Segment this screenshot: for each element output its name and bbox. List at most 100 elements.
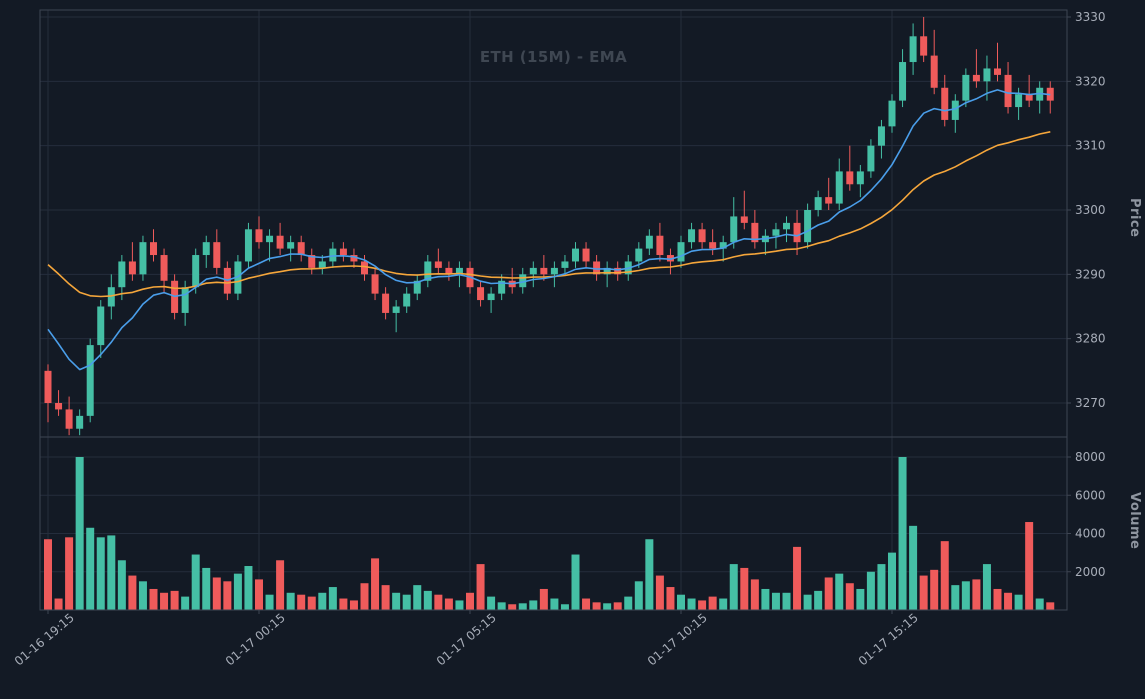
candle-body [455, 267, 463, 275]
volume-bar [919, 575, 928, 610]
volume-bar [909, 525, 918, 610]
volume-bar [603, 603, 612, 610]
candle-body [688, 229, 696, 243]
volume-bar [202, 567, 211, 610]
candle-body [561, 261, 569, 268]
price-tick-label: 3330 [1075, 10, 1106, 24]
candle-body [244, 229, 252, 262]
candle-body [487, 293, 495, 301]
pane-borders [39, 9, 1068, 611]
tick-marks [47, 16, 1071, 614]
volume-bar [170, 590, 179, 610]
price-tick-label: 3270 [1075, 396, 1106, 410]
candle-body [814, 197, 822, 210]
volume-bar [244, 566, 253, 610]
volume-bar [982, 564, 991, 610]
volume-bar [613, 602, 622, 610]
volume-bars [44, 457, 1055, 610]
candle-body [835, 171, 843, 204]
candle-body [118, 261, 126, 288]
volume-bar [814, 590, 823, 610]
volume-bar [75, 457, 84, 610]
candle-body [1025, 94, 1033, 101]
volume-bar [328, 587, 337, 610]
volume-bar [761, 588, 770, 610]
volume-bar [666, 587, 675, 610]
volume-bar [835, 573, 844, 610]
volume-bar [708, 596, 717, 610]
time-tick-label: 01-17 10:15 [645, 611, 710, 669]
price-tick-label: 3300 [1075, 203, 1106, 217]
candle-body [635, 248, 643, 262]
volume-bar [476, 564, 485, 610]
candle-body [730, 216, 738, 243]
volume-bar [318, 592, 327, 610]
volume-bar [497, 602, 506, 610]
volume-tick-label: 4000 [1075, 527, 1106, 541]
volume-bar [487, 596, 496, 610]
volume-bar [529, 600, 538, 610]
volume-bar [1035, 598, 1044, 610]
candle-body [424, 261, 432, 281]
candle-body [719, 242, 727, 249]
volume-bar [940, 541, 949, 610]
candle-body [783, 222, 790, 230]
volume-bar [402, 594, 411, 610]
volume-bar [866, 571, 875, 610]
price-tick-label: 3310 [1075, 139, 1106, 153]
candle-body [582, 248, 590, 262]
candle-body [1015, 94, 1023, 108]
candle-body [920, 36, 928, 56]
price-tick-label: 3290 [1075, 267, 1106, 281]
volume-bar [571, 554, 580, 610]
volume-bar [96, 537, 105, 610]
candle-body [983, 68, 991, 82]
candle-body [202, 242, 210, 256]
price-axis-label: Price [1127, 198, 1142, 238]
volume-bar [771, 592, 780, 610]
volume-bar [360, 583, 369, 610]
candle-body [498, 280, 506, 294]
candle-body [192, 255, 200, 288]
candle-body [213, 242, 221, 268]
candle-body [593, 261, 601, 275]
ema-slow-line [47, 131, 1051, 298]
candle-body [877, 126, 885, 146]
candle-body [276, 235, 284, 249]
candle-body [909, 36, 917, 63]
volume-pane-border [39, 436, 1068, 611]
volume-bar [898, 457, 907, 610]
volume-bar [466, 592, 474, 610]
volume-bar [856, 588, 865, 610]
volume-bar [634, 581, 643, 610]
candle-body [308, 255, 316, 268]
candle-body [318, 261, 326, 268]
candle-body [97, 306, 105, 346]
volume-bar [888, 552, 896, 610]
candle-body [846, 171, 854, 185]
volume-bar [582, 598, 591, 610]
candle-body [899, 62, 907, 101]
volume-bar [1046, 602, 1055, 610]
candle-body [1004, 74, 1012, 108]
candle-body [772, 229, 780, 236]
candle-body [540, 267, 548, 275]
candle-body [339, 248, 347, 256]
volume-bar [993, 588, 1002, 610]
volume-bar [961, 581, 970, 610]
volume-bar [86, 527, 95, 610]
candle-body [139, 242, 147, 275]
volume-bar [740, 567, 749, 610]
volume-bar [117, 560, 126, 610]
candle-body [128, 261, 136, 275]
candle-body [941, 87, 949, 120]
candle-body [76, 415, 84, 429]
volume-bar [1025, 522, 1034, 610]
candle-body [962, 74, 970, 101]
volume-axis-label: Volume [1127, 492, 1142, 550]
volume-bar [212, 577, 221, 610]
ema-fast-line [47, 89, 1051, 371]
candle-body [382, 293, 390, 313]
volume-bar [508, 604, 517, 610]
